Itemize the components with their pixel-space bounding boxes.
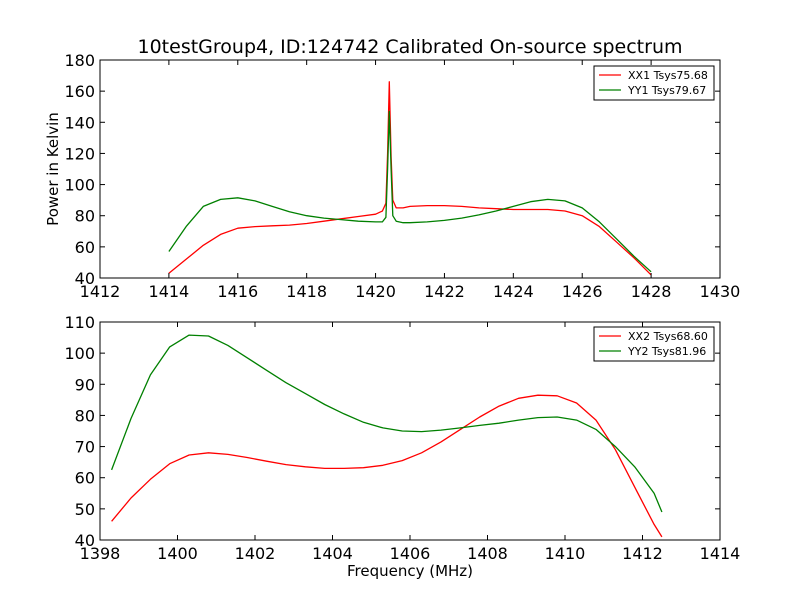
bottom-x-axis-label: Frequency (MHz) xyxy=(347,562,473,580)
top-x-tick-label: 1422 xyxy=(424,282,465,301)
top-y-tick-label: 160 xyxy=(64,82,95,101)
bottom-series-line-1 xyxy=(111,394,663,538)
bottom-legend-label-2: YY2 Tsys81.96 xyxy=(627,345,706,358)
bottom-y-tick-label: 60 xyxy=(75,469,95,488)
top-y-tick-label: 180 xyxy=(64,51,95,70)
top-x-tick-label: 1416 xyxy=(217,282,258,301)
top-y-tick-label: 80 xyxy=(75,207,95,226)
bottom-y-tick-label: 40 xyxy=(75,531,95,550)
bottom-y-tick-label: 110 xyxy=(64,313,95,332)
top-series-line-2 xyxy=(168,110,652,273)
top-x-tick-label: 1430 xyxy=(700,282,741,301)
bottom-y-tick-label: 80 xyxy=(75,406,95,425)
top-y-tick-label: 100 xyxy=(64,176,95,195)
bottom-x-tick-label: 1402 xyxy=(235,544,276,563)
bottom-x-tick-label: 1414 xyxy=(700,544,741,563)
top-series-line-1 xyxy=(168,81,652,276)
bottom-x-tick-label: 1398 xyxy=(80,544,121,563)
top-x-tick-label: 1412 xyxy=(80,282,121,301)
bottom-legend-label-1: XX2 Tsys68.60 xyxy=(628,330,708,343)
top-plot-frame xyxy=(99,59,721,279)
figure-title: 10testGroup4, ID:124742 Calibrated On-so… xyxy=(138,36,683,58)
top-x-tick-label: 1424 xyxy=(493,282,534,301)
top-y-axis-label: Power in Kelvin xyxy=(44,112,62,226)
top-y-tick-label: 120 xyxy=(64,144,95,163)
top-legend-label-2: YY1 Tsys79.67 xyxy=(627,84,706,97)
bottom-x-tick-label: 1404 xyxy=(312,544,353,563)
top-x-tick-label: 1428 xyxy=(631,282,672,301)
bottom-x-tick-label: 1406 xyxy=(390,544,431,563)
top-y-tick-label: 60 xyxy=(75,238,95,257)
top-panel: 1412 1414 1416 1418 1420 1422 1424 1426 1428 1430… xyxy=(44,51,740,301)
top-legend-label-1: XX1 Tsys75.68 xyxy=(628,69,708,82)
bottom-x-tick-label: 1400 xyxy=(157,544,198,563)
bottom-series-line-2 xyxy=(110,334,663,513)
bottom-x-tick-label: 1412 xyxy=(622,544,663,563)
top-x-tick-label: 1418 xyxy=(286,282,327,301)
bottom-y-tick-label: 90 xyxy=(75,375,95,394)
bottom-y-tick-label: 100 xyxy=(64,344,95,363)
bottom-y-tick-label: 70 xyxy=(75,438,95,457)
top-y-tick-label: 140 xyxy=(64,113,95,132)
bottom-y-tick-label: 50 xyxy=(75,500,95,519)
top-legend: XX1 Tsys75.68 YY1 Tsys79.67 xyxy=(593,65,715,101)
bottom-legend: XX2 Tsys68.60 YY2 Tsys81.96 xyxy=(593,326,715,362)
top-legend-box xyxy=(593,65,715,101)
bottom-x-tick-label: 1408 xyxy=(467,544,508,563)
bottom-legend-box xyxy=(593,326,715,362)
bottom-x-tick-label: 1410 xyxy=(545,544,586,563)
bottom-panel: 1398 1400 1402 1404 1406 1408 1410 1412 1414 40 50… xyxy=(64,313,740,580)
top-y-tick-label: 40 xyxy=(75,269,95,288)
top-x-tick-label: 1414 xyxy=(149,282,190,301)
top-x-tick-label: 1426 xyxy=(562,282,603,301)
top-x-tick-label: 1420 xyxy=(355,282,396,301)
